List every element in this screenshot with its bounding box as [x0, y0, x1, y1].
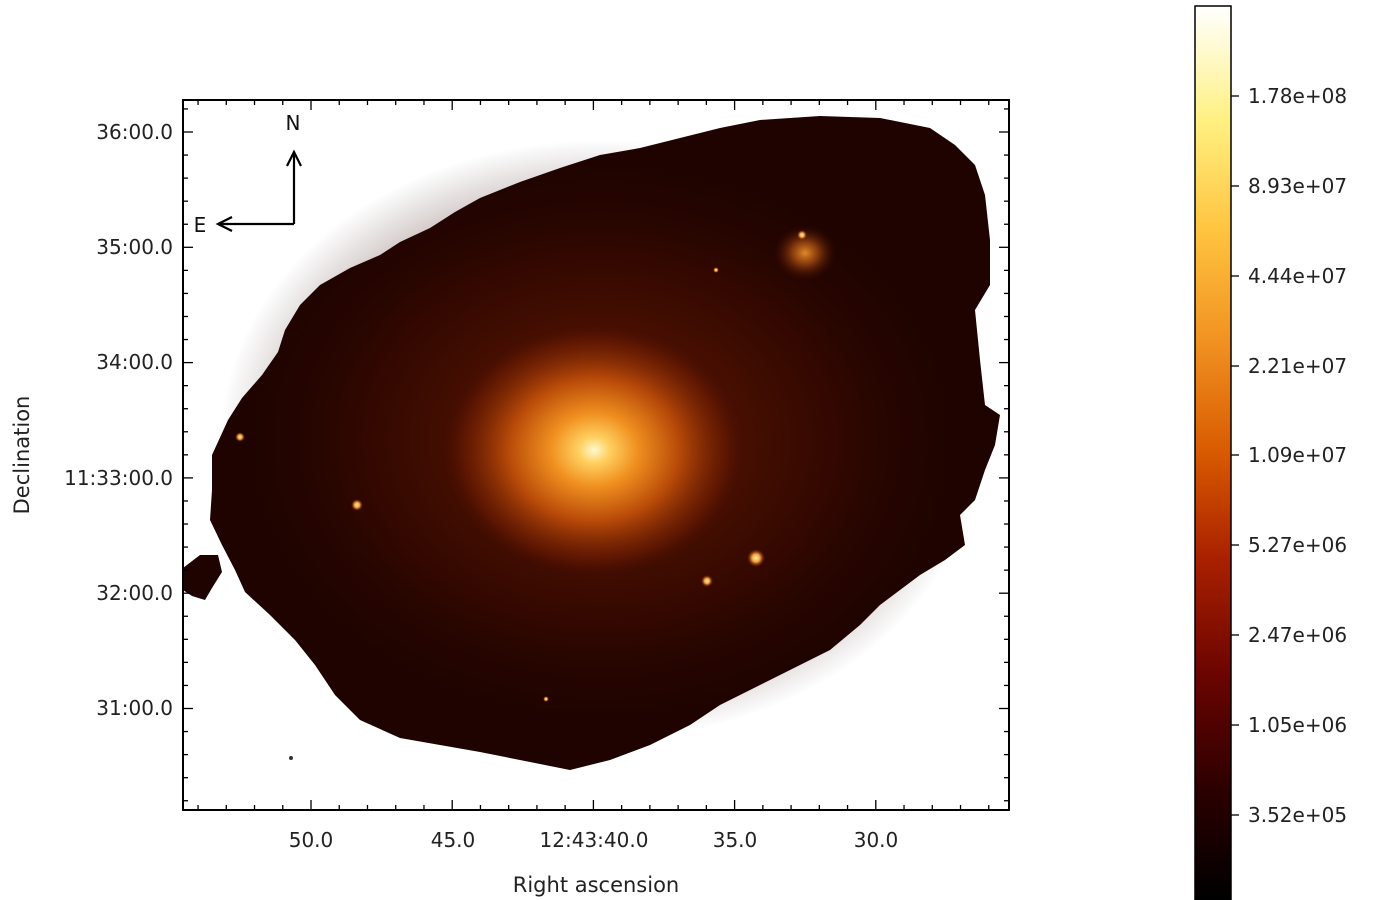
colorbar-label: 2.21e+07 — [1248, 354, 1347, 378]
north-arrow-icon — [286, 149, 302, 167]
point-source — [235, 432, 245, 442]
compass-north-label: N — [286, 111, 301, 135]
x-tick-label: 50.0 — [289, 828, 334, 852]
point-source — [797, 230, 807, 240]
y-tick-label: 35:00.0 — [96, 235, 173, 259]
y-tick-label: 36:00.0 — [96, 120, 173, 144]
x-tick-label: 35.0 — [713, 828, 758, 852]
point-source — [701, 575, 713, 587]
x-tick-labels: 50.0 45.0 12:43:40.0 35.0 30.0 — [289, 828, 899, 852]
colorbar-label: 8.93e+07 — [1248, 174, 1347, 198]
galaxy-footprint-blob — [183, 555, 222, 600]
colorbar-label: 5.27e+06 — [1248, 533, 1347, 557]
tick-marks — [183, 100, 1009, 810]
x-axis-title: Right ascension — [513, 873, 680, 897]
galaxy-core — [439, 320, 749, 580]
point-source — [543, 696, 549, 702]
y-tick-label: 34:00.0 — [96, 350, 173, 374]
colorbar-label: 1.05e+06 — [1248, 713, 1347, 737]
colorbar-label: 1.09e+07 — [1248, 443, 1347, 467]
colorbar-label: 4.44e+07 — [1248, 264, 1347, 288]
x-tick-label: 12:43:40.0 — [540, 828, 649, 852]
y-tick-label: 31:00.0 — [96, 696, 173, 720]
compass: N E — [194, 111, 302, 237]
y-tick-label: 11:33:00.0 — [64, 466, 173, 490]
colorbar-label: 3.52e+05 — [1248, 803, 1347, 827]
noise-dot — [289, 756, 293, 760]
east-arrow-icon — [215, 216, 233, 232]
point-source — [713, 267, 719, 273]
x-tick-label: 30.0 — [854, 828, 899, 852]
y-tick-label: 32:00.0 — [96, 581, 173, 605]
colorbar: 1.78e+08 8.93e+07 4.44e+07 2.21e+07 1.09… — [1194, 5, 1347, 900]
colorbar-ticks — [1231, 95, 1239, 816]
colorbar-label: 1.78e+08 — [1248, 84, 1347, 108]
point-source — [747, 549, 765, 567]
companion-galaxy — [773, 225, 837, 281]
colorbar-label: 2.47e+06 — [1248, 623, 1347, 647]
colorbar-frame — [1194, 5, 1232, 900]
point-source — [351, 499, 363, 511]
y-axis-title: Declination — [10, 396, 34, 515]
galaxy-image — [183, 116, 1000, 770]
x-tick-label: 45.0 — [431, 828, 476, 852]
y-tick-labels: 36:00.0 35:00.0 34:00.0 11:33:00.0 32:00… — [64, 120, 173, 720]
compass-east-label: E — [194, 213, 207, 237]
colorbar-gradient — [1195, 6, 1231, 900]
